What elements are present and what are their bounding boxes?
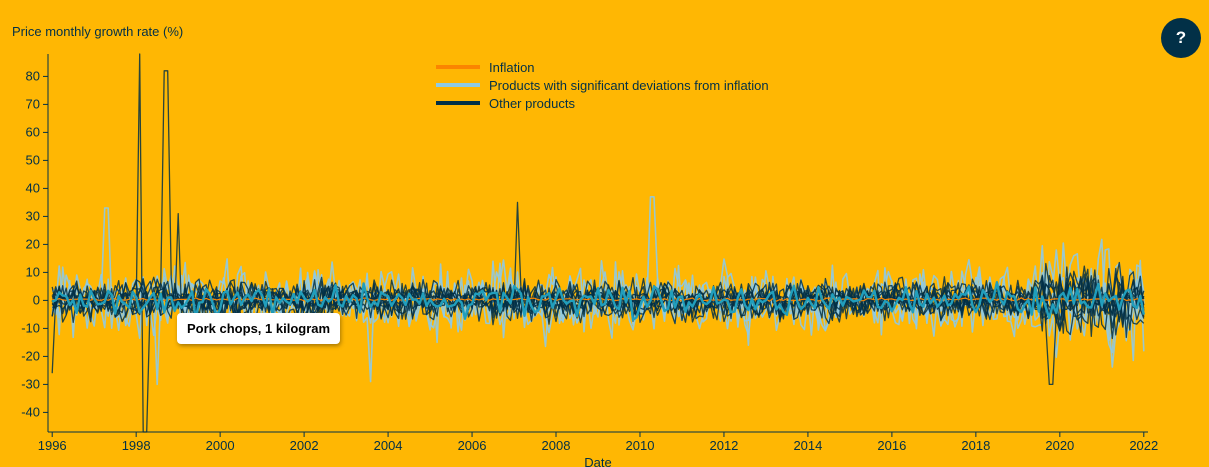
x-tick-label: 1998 (122, 438, 151, 453)
x-tick-label: 2000 (206, 438, 235, 453)
x-tick-label: 2002 (290, 438, 319, 453)
x-tick-label: 2012 (709, 438, 738, 453)
y-tick-label: -30 (21, 376, 40, 391)
y-axis-label: Price monthly growth rate (%) (12, 24, 183, 39)
series-line-significant (51, 242, 1145, 352)
x-tick-label: 2010 (626, 438, 655, 453)
series-line-inflation (52, 297, 1144, 302)
x-tick-label: 2006 (458, 438, 487, 453)
tooltip: Pork chops, 1 kilogram (177, 313, 341, 344)
x-tick-label: 1996 (38, 438, 67, 453)
y-tick-label: -40 (21, 404, 40, 419)
legend-label-other: Other products (489, 96, 575, 111)
y-tick-label: 40 (26, 180, 40, 195)
y-tick-label: 80 (26, 68, 40, 83)
help-button[interactable]: ? (1161, 18, 1201, 58)
x-axis-label: Date (584, 455, 611, 467)
y-tick-label: 70 (26, 96, 40, 111)
series-line-highlight (51, 281, 1145, 321)
legend: Inflation Products with significant devi… (436, 60, 769, 111)
legend-label-inflation: Inflation (489, 60, 535, 75)
x-tick-label: 2018 (961, 438, 990, 453)
axis-layer: -40 -30 -20 -10 0 10 20 30 40 50 60 70 80 1996 1998 200… (21, 54, 1158, 453)
x-tick-label: 2004 (374, 438, 403, 453)
series-layer (51, 53, 1145, 433)
series-line-other (51, 53, 1145, 433)
y-tick-label: -20 (21, 348, 40, 363)
y-tick-label: 60 (26, 124, 40, 139)
y-tick-label: 20 (26, 236, 40, 251)
x-tick-label: 2022 (1129, 438, 1158, 453)
y-tick-label: 50 (26, 152, 40, 167)
y-tick-label: 0 (33, 292, 40, 307)
x-tick-label: 2020 (1045, 438, 1074, 453)
legend-label-significant: Products with significant deviations fro… (489, 78, 769, 93)
y-tick-label: -10 (21, 320, 40, 335)
x-tick-label: 2008 (542, 438, 571, 453)
y-tick-label: 30 (26, 208, 40, 223)
x-tick-label: 2014 (793, 438, 822, 453)
y-tick-label: 10 (26, 264, 40, 279)
x-tick-label: 2016 (877, 438, 906, 453)
